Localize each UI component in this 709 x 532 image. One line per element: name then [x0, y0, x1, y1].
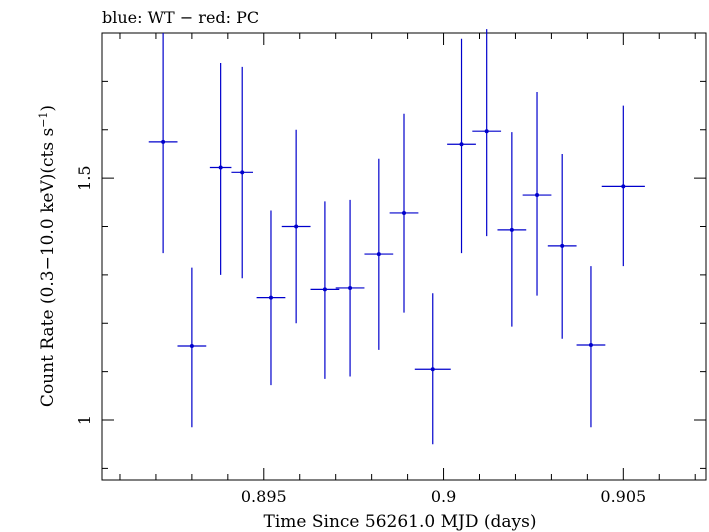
data-point — [310, 201, 340, 379]
data-marker — [322, 287, 327, 292]
data-point — [256, 210, 286, 386]
data-marker — [161, 139, 166, 144]
data-marker — [218, 165, 223, 170]
data-point — [389, 113, 419, 313]
data-point — [547, 153, 577, 339]
data-marker — [430, 367, 435, 372]
data-point — [231, 66, 253, 279]
data-point — [601, 105, 645, 267]
y-tick-label: 1.5 — [75, 165, 94, 190]
data-marker — [348, 285, 353, 290]
data-point — [447, 38, 476, 254]
axis-ticks — [102, 32, 706, 480]
data-point — [209, 62, 232, 275]
x-axis-title: Time Since 56261.0 MJD (days) — [264, 512, 537, 532]
data-marker — [560, 243, 565, 248]
data-points — [148, 29, 645, 445]
y-axis-title-superscript: −1 — [37, 112, 50, 128]
x-tick-label: 0.905 — [600, 487, 646, 506]
data-point — [576, 266, 606, 428]
data-marker — [588, 343, 593, 348]
data-point — [364, 158, 394, 350]
x-tick-label: 0.895 — [241, 487, 287, 506]
data-point — [414, 293, 451, 445]
x-tick-label: 0.9 — [431, 487, 456, 506]
data-marker — [376, 252, 381, 257]
data-marker — [621, 184, 626, 189]
data-marker — [268, 295, 273, 300]
plot-frame — [101, 32, 707, 481]
chart-title: blue: WT − red: PC — [102, 8, 259, 27]
data-marker — [484, 129, 489, 134]
data-marker — [509, 227, 514, 232]
y-axis-title-main: Count Rate (0.3−10.0 keV)(cts s — [38, 128, 58, 407]
data-point — [497, 132, 527, 327]
data-marker — [402, 210, 406, 215]
data-marker — [294, 224, 299, 229]
data-point — [522, 92, 552, 296]
data-point — [472, 29, 502, 237]
axis-tick-labels: 0.895 0.9 0.905 1 1.5 — [75, 165, 646, 506]
y-axis-title: Count Rate (0.3−10.0 keV)(cts s−1) — [37, 105, 58, 407]
data-point — [148, 33, 178, 254]
data-point — [335, 199, 365, 377]
data-marker — [189, 343, 194, 348]
data-marker — [535, 193, 540, 198]
data-marker — [459, 142, 464, 147]
y-axis-title-end: ) — [38, 105, 58, 112]
data-point — [281, 129, 311, 324]
data-marker — [240, 170, 245, 175]
y-tick-label: 1 — [75, 415, 94, 425]
data-point — [177, 267, 207, 428]
